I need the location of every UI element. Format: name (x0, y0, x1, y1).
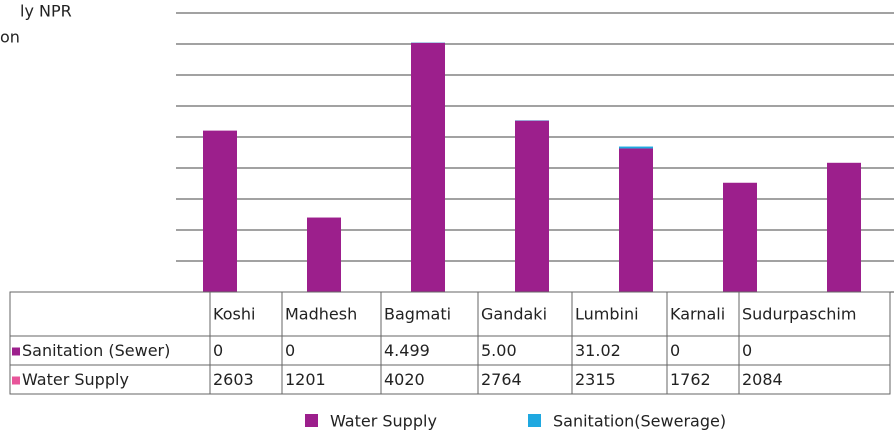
bar-segment (723, 182, 757, 292)
table-cell (738, 364, 891, 395)
table-header: Karnali (670, 305, 725, 324)
table-value: 1762 (670, 370, 711, 389)
legend-label: Water Supply (330, 412, 437, 431)
bar-segment (307, 217, 341, 292)
table-value: 0 (285, 341, 295, 360)
table-value: 4.499 (384, 341, 430, 360)
table-value: 31.02 (575, 341, 621, 360)
table-value: 0 (213, 341, 223, 360)
table-value: 2315 (575, 370, 616, 389)
table-value: 2764 (481, 370, 522, 389)
table-header: Koshi (213, 305, 255, 324)
table-value: 0 (742, 341, 752, 360)
table-header: Lumbini (575, 305, 639, 324)
table-value: 1201 (285, 370, 326, 389)
bar-segment (411, 42, 445, 293)
table-row-label: Sanitation (Sewer) (22, 341, 170, 360)
legend-swatch (305, 414, 318, 427)
table-value: 0 (670, 341, 680, 360)
table-cell (9, 291, 211, 337)
table-header: Madhesh (285, 305, 357, 324)
bar-segment (827, 162, 861, 292)
table-value: 2084 (742, 370, 783, 389)
table-value: 4020 (384, 370, 425, 389)
table-value: 5.00 (481, 341, 517, 360)
table-key (12, 347, 20, 356)
bar-segment (515, 120, 549, 292)
table-row-label: Water Supply (22, 370, 129, 389)
table-header: Gandaki (481, 305, 547, 324)
bar-segment (203, 130, 237, 292)
table-header: Sudurpaschim (742, 305, 856, 324)
table-cell (738, 335, 891, 366)
legend-swatch (528, 414, 541, 427)
bar-segment (619, 148, 653, 292)
table-header: Bagmati (384, 305, 451, 324)
table-value: 2603 (213, 370, 254, 389)
chart-title: on (0, 28, 20, 47)
table-cell (281, 335, 382, 366)
legend-label: Sanitation(Sewerage) (553, 412, 726, 431)
table-key (12, 376, 20, 385)
bar-segment (619, 146, 653, 149)
chart-title: ly NPR (20, 2, 72, 21)
